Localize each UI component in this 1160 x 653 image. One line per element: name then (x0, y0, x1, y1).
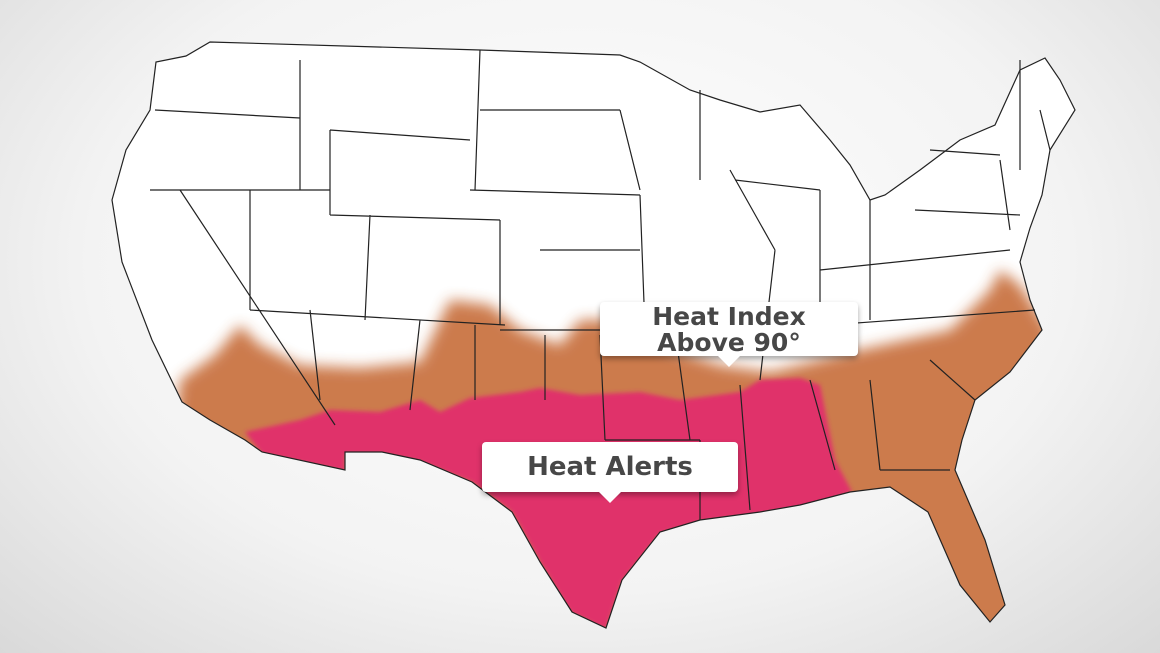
heat-index-label-line2: Above 90° (657, 328, 801, 358)
heat-alerts-callout: Heat Alerts (482, 442, 738, 503)
heat-index-label-line1: Heat Index (652, 302, 806, 331)
heat-alerts-area (245, 378, 852, 628)
heat-index-callout: Heat Index Above 90° (600, 302, 858, 367)
heat-alerts-label: Heat Alerts (527, 452, 693, 482)
